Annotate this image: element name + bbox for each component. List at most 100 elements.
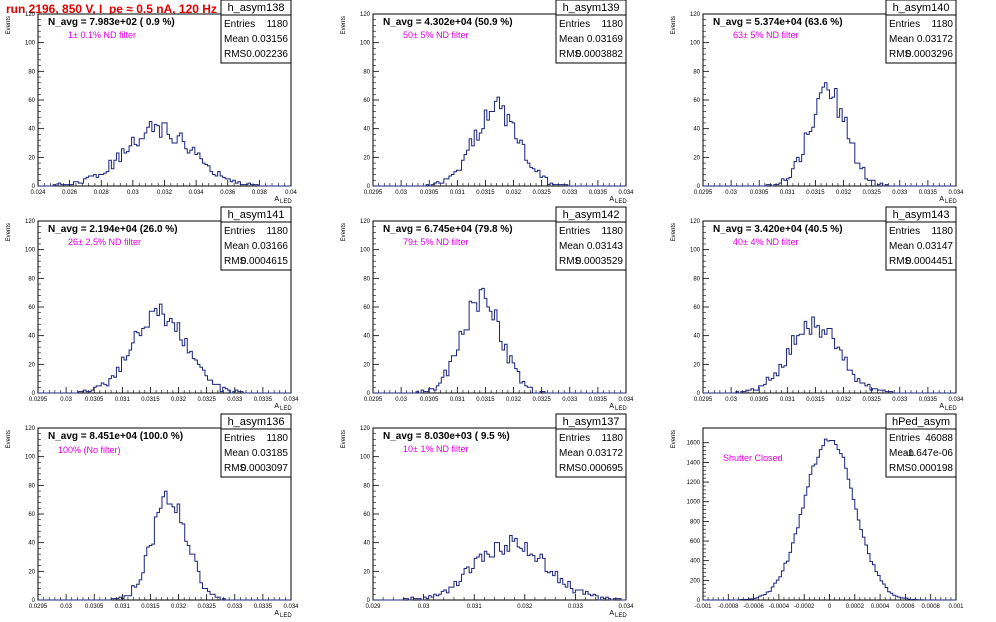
x-tick-label: 0.0335 — [589, 190, 608, 196]
mean-value: 0.03185 — [252, 448, 289, 459]
x-tick-label: 0.034 — [283, 397, 299, 403]
x-tick-label: 0.0305 — [85, 397, 104, 403]
entries-value: 46088 — [925, 433, 953, 444]
y-tick-label: 20 — [693, 362, 700, 368]
y-tick-label: 80 — [363, 483, 370, 489]
y-tick-label: 100 — [690, 41, 701, 47]
histogram-name: h_asym139 — [563, 2, 620, 14]
y-tick-label: 0 — [697, 184, 701, 190]
rms-value: 0.0003882 — [576, 49, 624, 60]
y-axis-label: Events — [341, 223, 347, 241]
mean-value: 0.03172 — [587, 448, 624, 459]
stats-box-frame — [885, 413, 957, 478]
x-tick-label: 0.0295 — [29, 397, 48, 403]
y-tick-label: 80 — [363, 276, 370, 282]
y-tick-label: 0 — [697, 391, 701, 397]
y-tick-label: 60 — [28, 512, 35, 518]
x-tick-label: 0.0002 — [846, 604, 865, 610]
histogram-name: h_asym136 — [228, 416, 285, 428]
y-tick-label: 80 — [693, 276, 700, 282]
entries-label: Entries — [224, 433, 255, 444]
x-tick-label: 0.034 — [283, 604, 299, 610]
x-tick-label: -0.0004 — [769, 604, 790, 610]
x-axis-label-subscript: LED — [280, 199, 292, 205]
x-tick-label: 0.034 — [948, 190, 964, 196]
stats-box: h_asym139 Entries 1180 Mean 0.03169 RMS0.0003… — [555, 0, 627, 64]
y-tick-label: 60 — [363, 512, 370, 518]
y-tick-label: 60 — [363, 98, 370, 104]
x-tick-label: 0.0325 — [197, 604, 216, 610]
rms-label: RMS — [224, 463, 247, 474]
histogram-svg: Events 0 20 40 60 80 100 120 0.024 0.026 0.028 0.03… — [6, 0, 297, 205]
y-tick-label: 100 — [360, 455, 371, 461]
x-tick-label: 0.031 — [467, 604, 483, 610]
x-tick-label: 0.0325 — [532, 190, 551, 196]
rms-label: RMS — [559, 256, 582, 267]
stats-box-frame — [555, 206, 627, 271]
entries-value: 1180 — [601, 433, 623, 444]
x-tick-label: 0.031 — [780, 397, 796, 403]
x-tick-label: 0.032 — [517, 604, 533, 610]
x-tick-label: -0.0008 — [718, 604, 739, 610]
histogram-name: h_asym138 — [228, 2, 285, 14]
n-avg-label: N_avg = 3.420e+04 (40.5 %) — [713, 224, 843, 235]
x-tick-label: 0.0315 — [806, 397, 825, 403]
y-tick-label: 120 — [690, 12, 701, 18]
x-tick-label: 0.032 — [836, 397, 852, 403]
y-tick-label: 60 — [363, 305, 370, 311]
x-tick-label: 0.0315 — [141, 604, 160, 610]
mean-value: 0.03172 — [917, 34, 954, 45]
n-avg-label: N_avg = 5.374e+04 (63.6 %) — [713, 17, 843, 28]
x-tick-label: 0.0006 — [896, 604, 915, 610]
stats-box-frame — [555, 0, 627, 64]
stats-box: h_asym136 Entries 1180 Mean 0.03185 RMS0.0003… — [220, 413, 292, 478]
rms-value: 0.000198 — [911, 463, 953, 474]
x-axis-label-subscript: LED — [945, 406, 957, 412]
n-avg-label: N_avg = 8.451e+04 (100.0 %) — [48, 431, 183, 442]
y-tick-label: 100 — [25, 248, 36, 254]
x-axis-label: A — [609, 196, 614, 203]
y-tick-label: 40 — [693, 334, 700, 340]
mean-value: 0.03147 — [917, 241, 954, 252]
y-tick-label: 20 — [28, 155, 35, 161]
histogram-name: h_asym142 — [563, 209, 620, 221]
entries-label: Entries — [889, 226, 920, 237]
x-tick-label: 0.03 — [127, 190, 139, 196]
x-tick-label: 0.032 — [506, 397, 522, 403]
x-tick-label: 0.031 — [780, 190, 796, 196]
x-axis-label: A — [939, 403, 944, 410]
n-avg-label: N_avg = 4.302e+04 (50.9 %) — [383, 17, 513, 28]
y-tick-label: 200 — [690, 578, 701, 584]
x-tick-label: 0.0295 — [694, 397, 713, 403]
x-tick-label: 0.0295 — [29, 604, 48, 610]
x-tick-label: -0.0006 — [743, 604, 764, 610]
x-tick-label: 0.0325 — [862, 190, 881, 196]
x-tick-label: 0.03 — [418, 604, 430, 610]
rms-value: 0.0003529 — [576, 256, 624, 267]
x-axis-label-subscript: LED — [615, 199, 627, 205]
run-title: run 2196, 850 V, I_pe ≈ 0.5 nA, 120 Hz — [6, 2, 217, 16]
y-tick-label: 600 — [690, 539, 701, 545]
filter-label: 40± 4% ND filter — [733, 237, 798, 247]
x-tick-label: 0.034 — [618, 397, 634, 403]
mean-label: Mean — [224, 448, 249, 459]
mean-label: Mean — [889, 241, 914, 252]
x-tick-label: 0.0305 — [420, 190, 439, 196]
stats-box: h_asym142 Entries 1180 Mean 0.03143 RMS0.0003… — [555, 206, 627, 271]
x-tick-label: 0.0335 — [919, 397, 938, 403]
y-axis-label: Events — [671, 16, 677, 34]
x-tick-label: 0.0335 — [254, 604, 273, 610]
x-tick-label: 0.03 — [395, 190, 407, 196]
x-tick-label: 0.029 — [365, 604, 381, 610]
rms-label: RMS — [224, 256, 247, 267]
x-tick-label: 0.0305 — [750, 397, 769, 403]
stats-box: hPed_asym Entries 46088 Mean-1.647e-06 RMS 0.… — [885, 413, 957, 478]
mean-label: Mean — [559, 34, 584, 45]
filter-label: 10± 1% ND filter — [403, 444, 468, 454]
x-tick-label: 0.034 — [189, 190, 205, 196]
y-tick-label: 0 — [32, 391, 36, 397]
x-tick-label: 0.033 — [568, 604, 584, 610]
stats-box: h_asym141 Entries 1180 Mean 0.03166 RMS0.0004… — [220, 206, 292, 271]
x-tick-label: 0.0325 — [532, 397, 551, 403]
rms-label: RMS — [889, 256, 912, 267]
